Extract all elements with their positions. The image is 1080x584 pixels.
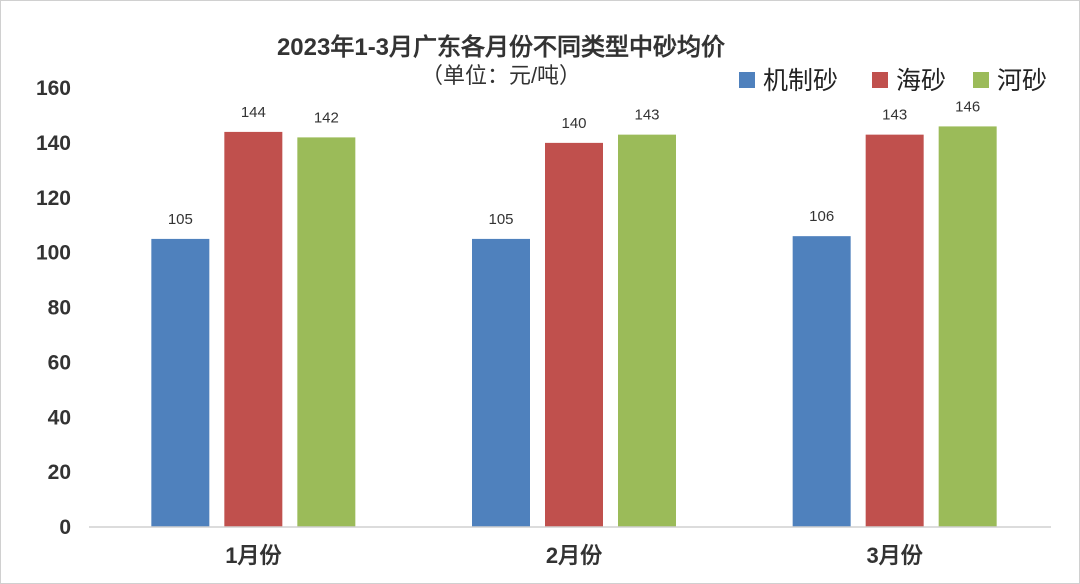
legend-swatch <box>872 72 888 88</box>
bar <box>545 142 603 527</box>
x-axis: 1月份 2月份 3月份 <box>225 543 924 568</box>
y-tick-label: 20 <box>48 461 71 484</box>
bar <box>151 238 210 527</box>
bars: 105 144 142 105 140 143 106 143 146 <box>151 98 997 528</box>
y-tick-label: 40 <box>48 406 71 429</box>
y-tick-label: 160 <box>36 77 71 100</box>
legend-swatch <box>739 72 755 88</box>
data-label: 146 <box>955 98 980 115</box>
y-tick-label: 0 <box>59 516 71 539</box>
data-label: 143 <box>634 107 659 124</box>
data-label: 144 <box>241 104 266 121</box>
x-tick-label: 2月份 <box>546 543 603 568</box>
legend-label: 海砂 <box>896 67 946 95</box>
chart-title: 2023年1-3月广东各月份不同类型中砂均价 <box>277 33 726 61</box>
x-tick-label: 1月份 <box>225 543 282 568</box>
chart-subtitle: （单位：元/吨） <box>421 63 581 88</box>
data-label: 142 <box>314 109 339 126</box>
x-tick-label: 3月份 <box>867 543 924 568</box>
bar <box>792 236 851 527</box>
data-label: 143 <box>882 107 907 124</box>
y-tick-label: 80 <box>48 297 71 320</box>
bar <box>618 134 676 528</box>
data-label: 105 <box>488 211 513 228</box>
legend: 机制砂 海砂 河砂 <box>739 67 1047 95</box>
y-tick-label: 100 <box>36 242 71 265</box>
bar <box>865 134 924 528</box>
bar <box>472 238 530 527</box>
data-label: 140 <box>561 115 586 132</box>
y-tick-label: 140 <box>36 132 71 155</box>
data-label: 105 <box>168 211 193 228</box>
data-label: 106 <box>809 208 834 225</box>
y-tick-label: 60 <box>48 351 71 374</box>
bar <box>224 131 283 527</box>
legend-swatch <box>973 72 989 88</box>
y-axis: 0 20 40 60 80 100 120 140 160 <box>36 77 71 539</box>
bar <box>938 126 997 527</box>
legend-label: 河砂 <box>997 67 1047 95</box>
legend-label: 机制砂 <box>763 67 838 95</box>
y-tick-label: 120 <box>36 187 71 210</box>
bar <box>297 137 356 527</box>
